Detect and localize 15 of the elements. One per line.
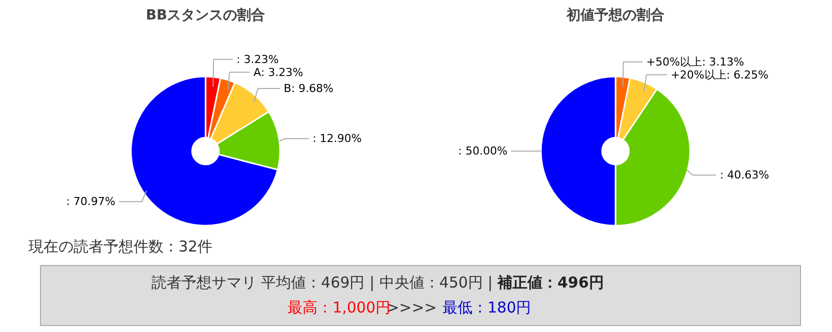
data-label: : 3.23%: [236, 52, 279, 66]
chart-title: 初値予想の割合: [566, 6, 664, 24]
text: 補正値：496円: [496, 274, 604, 292]
data-label: : 40.63%: [720, 168, 770, 182]
text: 現在の読者予想件数：32件: [28, 238, 213, 256]
slice-label: +20%以上: 6.25%: [670, 68, 769, 82]
data-label: : 50.00%: [458, 144, 508, 158]
text: 読者予想サマリ 平均値：469円 | 中央値：450円 |: [151, 274, 493, 292]
text: 最低：180円: [442, 298, 532, 316]
chart-title: BBスタンスの割合: [146, 6, 266, 24]
data-label: : 70.97%: [66, 195, 116, 208]
data-label: : 12.90%: [312, 132, 362, 146]
slice-label: B: 9.68%: [284, 82, 334, 95]
slice-label: A: 3.23%: [254, 66, 304, 79]
slice-label: +50%以上: 3.13%: [646, 55, 744, 68]
